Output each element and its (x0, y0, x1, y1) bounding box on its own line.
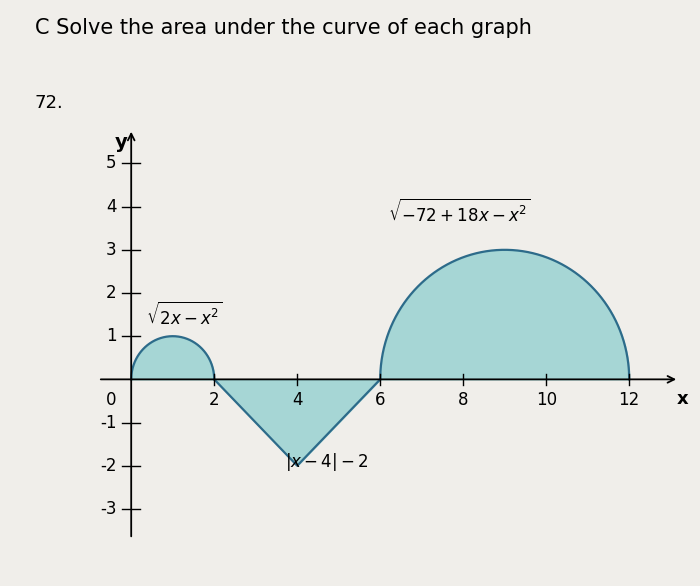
Text: 72.: 72. (35, 94, 64, 112)
Text: 4: 4 (106, 197, 117, 216)
Text: $|x-4|-2$: $|x-4|-2$ (285, 451, 368, 472)
Text: C Solve the area under the curve of each graph: C Solve the area under the curve of each… (35, 18, 532, 38)
Text: 2: 2 (209, 391, 220, 410)
Text: 8: 8 (458, 391, 468, 410)
Text: $\sqrt{2x-x^2}$: $\sqrt{2x-x^2}$ (146, 301, 223, 328)
Text: 1: 1 (106, 327, 117, 345)
Text: -1: -1 (100, 414, 117, 431)
Text: 10: 10 (536, 391, 556, 410)
Text: 2: 2 (106, 284, 117, 302)
Text: 3: 3 (106, 241, 117, 259)
Text: -3: -3 (100, 500, 117, 518)
Text: 12: 12 (619, 391, 640, 410)
Text: y: y (114, 133, 127, 152)
Text: 0: 0 (106, 391, 117, 410)
Text: $\sqrt{-72+18x-x^2}$: $\sqrt{-72+18x-x^2}$ (389, 199, 531, 226)
Text: 5: 5 (106, 155, 117, 172)
Text: 4: 4 (292, 391, 302, 410)
Text: x: x (677, 390, 689, 408)
Text: 6: 6 (375, 391, 386, 410)
Text: -2: -2 (100, 456, 117, 475)
